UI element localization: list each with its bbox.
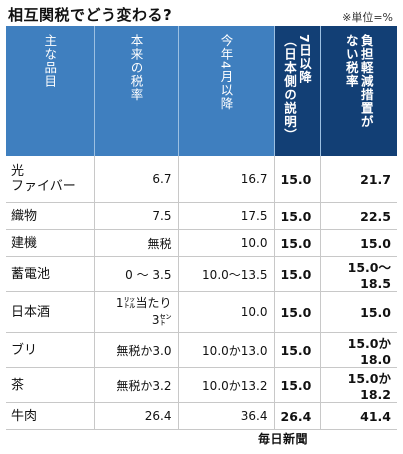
no-mitigation-rate-cell: 15.0 (320, 291, 397, 333)
item-cell: 日本酒 (6, 291, 95, 333)
header-original-rate: 本来の税率 (94, 26, 179, 156)
tariff-table: 主な品目 本来の税率 今年4月以降 7日以降 （日本側の説明） 負担軽減措置が … (6, 26, 397, 430)
april-rate-cell: 17.5 (178, 202, 275, 230)
april-rate-cell: 10.0か13.0 (178, 332, 275, 368)
original-rate-cell: 6.7 (94, 156, 179, 203)
april-rate-cell: 10.0 (178, 291, 275, 333)
item-cell: 蓄電池 (6, 256, 95, 292)
from7-rate-cell: 15.0 (274, 156, 321, 203)
table-row: 織物 7.5 17.5 15.0 22.5 (6, 202, 397, 230)
item-cell: 光 ファイバー (6, 156, 95, 203)
table-row: 日本酒 1㍑当たり 3㌣ 10.0 15.0 15.0 (6, 291, 397, 333)
table-row: 蓄電池 0 ～ 3.5 10.0～13.5 15.0 15.0～18.5 (6, 256, 397, 292)
from7-rate-cell: 15.0 (274, 229, 321, 257)
item-cell: ブリ (6, 332, 95, 368)
page-title: 相互関税でどう変わる? (8, 6, 173, 24)
table-row: 牛肉 26.4 36.4 26.4 41.4 (6, 402, 397, 430)
item-cell: 建機 (6, 229, 95, 257)
item-cell: 織物 (6, 202, 95, 230)
april-rate-cell: 10.0～13.5 (178, 256, 275, 292)
source-credit: 毎日新聞 (258, 432, 309, 446)
unit-note: ※単位=% (342, 11, 393, 24)
original-rate-cell: 1㍑当たり 3㌣ (94, 291, 179, 333)
table-row: 茶 無税か3.2 10.0か13.2 15.0 15.0か18.2 (6, 367, 397, 403)
header-row: 主な品目 本来の税率 今年4月以降 7日以降 （日本側の説明） 負担軽減措置が … (6, 26, 397, 156)
no-mitigation-rate-cell: 22.5 (320, 202, 397, 230)
header-april-rate: 今年4月以降 (178, 26, 275, 156)
original-rate-cell: 0 ～ 3.5 (94, 256, 179, 292)
from7-rate-cell: 15.0 (274, 256, 321, 292)
original-rate-cell: 無税か3.0 (94, 332, 179, 368)
april-rate-cell: 16.7 (178, 156, 275, 203)
april-rate-cell: 10.0か13.2 (178, 367, 275, 403)
item-cell: 茶 (6, 367, 95, 403)
from7-rate-cell: 15.0 (274, 332, 321, 368)
table-row: 光 ファイバー 6.7 16.7 15.0 21.7 (6, 156, 397, 203)
header-item: 主な品目 (6, 26, 95, 156)
april-rate-cell: 36.4 (178, 402, 275, 430)
no-mitigation-rate-cell: 21.7 (320, 156, 397, 203)
no-mitigation-rate-cell: 15.0か18.2 (320, 367, 397, 403)
from7-rate-cell: 15.0 (274, 291, 321, 333)
from7-rate-cell: 26.4 (274, 402, 321, 430)
table-row: ブリ 無税か3.0 10.0か13.0 15.0 15.0か18.0 (6, 332, 397, 368)
original-rate-cell: 26.4 (94, 402, 179, 430)
original-rate-cell: 7.5 (94, 202, 179, 230)
header-no-mitigation: 負担軽減措置が ない税率 (320, 26, 397, 156)
original-rate-cell: 無税か3.2 (94, 367, 179, 403)
no-mitigation-rate-cell: 15.0 (320, 229, 397, 257)
original-rate-cell: 無税 (94, 229, 179, 257)
from7-rate-cell: 15.0 (274, 367, 321, 403)
no-mitigation-rate-cell: 15.0～18.5 (320, 256, 397, 292)
april-rate-cell: 10.0 (178, 229, 275, 257)
no-mitigation-rate-cell: 15.0か18.0 (320, 332, 397, 368)
from7-rate-cell: 15.0 (274, 202, 321, 230)
item-cell: 牛肉 (6, 402, 95, 430)
table-row: 建機 無税 10.0 15.0 15.0 (6, 229, 397, 257)
no-mitigation-rate-cell: 41.4 (320, 402, 397, 430)
header-from-7th: 7日以降 （日本側の説明） (274, 26, 321, 156)
